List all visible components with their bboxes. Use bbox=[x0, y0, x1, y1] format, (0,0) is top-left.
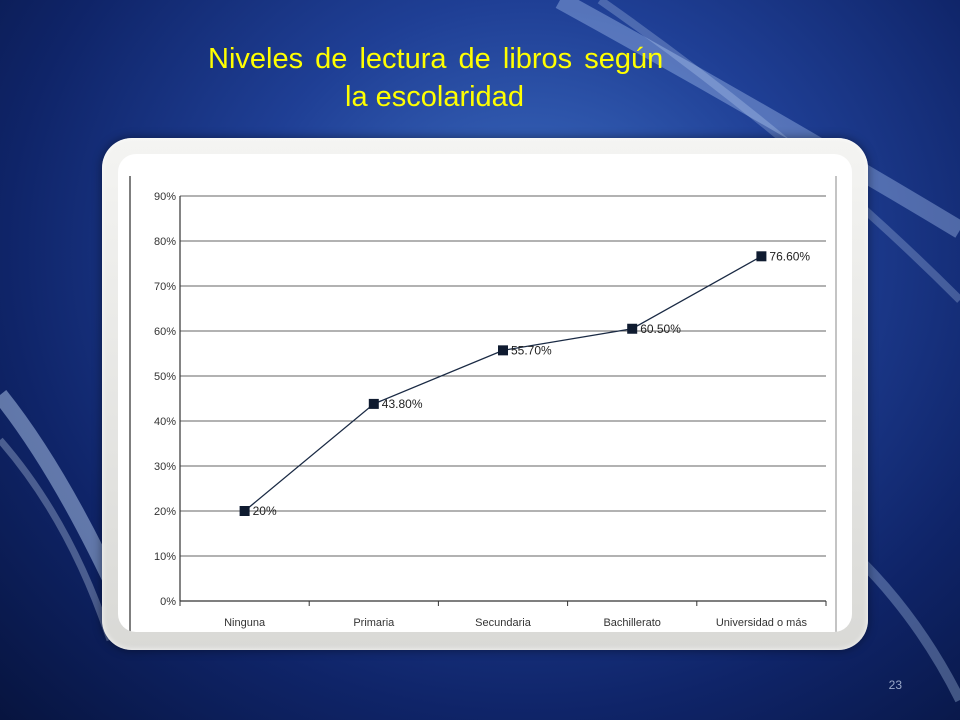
data-point-marker bbox=[498, 345, 508, 356]
x-category-label: Secundaria bbox=[475, 617, 532, 629]
x-category-label: Primaria bbox=[353, 617, 395, 629]
x-category-label: Universidad o más bbox=[716, 617, 808, 629]
y-tick-label: 0% bbox=[160, 596, 176, 608]
line-chart: 0% 10% 20% 30% 40% 50% 60% 70% 80% 90% Ninguna Prim… bbox=[129, 176, 837, 632]
slide-title-line1: Niveles de lectura de libros según bbox=[208, 43, 664, 75]
slide-title: Niveles de lectura de libros según la es… bbox=[190, 40, 790, 116]
data-label: 20% bbox=[253, 504, 277, 518]
y-tick-label: 80% bbox=[154, 236, 176, 248]
y-tick-label: 40% bbox=[154, 416, 176, 428]
y-tick-label: 70% bbox=[154, 281, 176, 293]
y-tick-label: 60% bbox=[154, 326, 176, 338]
page-number: 23 bbox=[888, 678, 902, 692]
x-category-label: Ninguna bbox=[224, 617, 266, 629]
slide-title-line2: la escolaridad bbox=[345, 81, 524, 113]
data-label: 76.60% bbox=[769, 249, 810, 263]
y-tick-label: 90% bbox=[154, 191, 176, 203]
data-point-marker bbox=[627, 323, 638, 334]
data-label: 55.70% bbox=[511, 343, 552, 357]
data-label: 43.80% bbox=[382, 397, 423, 411]
x-category-label: Bachillerato bbox=[603, 617, 660, 629]
data-point-marker bbox=[239, 506, 250, 516]
y-tick-label: 20% bbox=[154, 506, 176, 518]
data-label: 60.50% bbox=[640, 322, 681, 336]
series-line bbox=[244, 255, 762, 512]
y-tick-label: 50% bbox=[154, 371, 176, 383]
y-tick-label: 10% bbox=[154, 551, 176, 563]
y-tick-label: 30% bbox=[154, 461, 176, 473]
chart-panel: 0% 10% 20% 30% 40% 50% 60% 70% 80% 90% Ninguna Prim… bbox=[118, 154, 852, 632]
data-point-marker bbox=[756, 251, 767, 262]
data-point-marker bbox=[368, 398, 379, 409]
